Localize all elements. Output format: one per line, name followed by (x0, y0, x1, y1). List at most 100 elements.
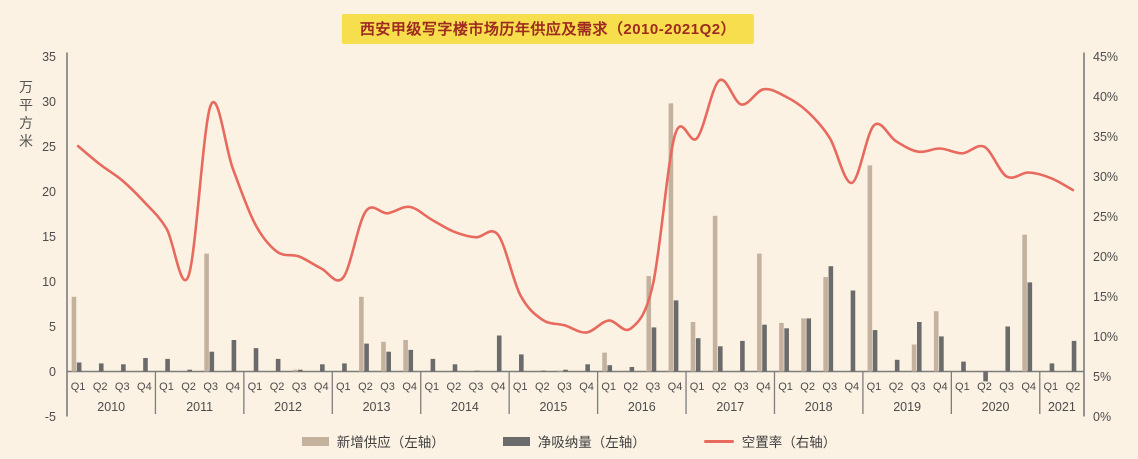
legend-swatch-new-supply (301, 436, 329, 446)
svg-text:Q2: Q2 (93, 381, 108, 393)
supply-bar (779, 322, 784, 372)
absorption-bar (121, 364, 126, 372)
svg-text:Q4: Q4 (225, 381, 240, 393)
svg-text:Q2: Q2 (358, 381, 373, 393)
supply-bar (558, 370, 563, 372)
svg-text:Q3: Q3 (734, 381, 749, 393)
svg-text:Q1: Q1 (513, 381, 528, 393)
svg-text:Q2: Q2 (800, 381, 815, 393)
svg-text:Q3: Q3 (292, 381, 307, 393)
svg-text:Q1: Q1 (159, 381, 174, 393)
svg-text:Q4: Q4 (491, 381, 506, 393)
supply-bar (71, 296, 77, 372)
absorption-bar (585, 364, 590, 372)
svg-text:2014: 2014 (451, 400, 479, 414)
legend-swatch-net-absorption (502, 436, 530, 446)
absorption-bar (629, 367, 635, 372)
svg-text:2019: 2019 (893, 400, 921, 414)
absorption-bar (519, 354, 524, 372)
legend: 新增供应（左轴） 净吸纳量（左轴） 空置率（右轴） (0, 431, 1138, 451)
svg-text:Q3: Q3 (380, 381, 395, 393)
svg-text:0: 0 (49, 365, 56, 379)
supply-bar (381, 341, 386, 372)
absorption-bar (695, 338, 701, 372)
svg-text:2020: 2020 (982, 400, 1010, 414)
svg-text:2012: 2012 (274, 400, 302, 414)
absorption-bar (364, 343, 369, 372)
absorption-bar (607, 365, 613, 372)
svg-text:10%: 10% (1093, 330, 1118, 344)
svg-text:Q4: Q4 (933, 381, 948, 393)
supply-bar (867, 165, 873, 372)
svg-text:35%: 35% (1093, 130, 1118, 144)
svg-text:Q1: Q1 (867, 381, 882, 393)
supply-bar (1022, 234, 1027, 372)
svg-text:Q3: Q3 (469, 381, 484, 393)
legend-item-new-supply: 新增供应（左轴） (301, 431, 445, 451)
supply-bar (292, 369, 298, 372)
vacancy-line (76, 78, 1075, 334)
svg-text:Q2: Q2 (623, 381, 638, 393)
svg-text:Q4: Q4 (668, 381, 683, 393)
absorption-bar (1005, 326, 1011, 372)
legend-item-net-absorption: 净吸纳量（左轴） (502, 431, 646, 451)
supply-bar (359, 296, 364, 372)
absorption-bar (165, 358, 170, 372)
svg-text:-5: -5 (45, 410, 56, 424)
svg-text:35: 35 (42, 50, 56, 64)
supply-bar (933, 311, 939, 372)
svg-text:Q2: Q2 (977, 381, 992, 393)
svg-text:2010: 2010 (97, 400, 125, 414)
absorption-bar (452, 364, 458, 372)
svg-text:2013: 2013 (363, 400, 391, 414)
absorption-bar (1027, 282, 1033, 372)
legend-label-net-absorption: 净吸纳量（左轴） (537, 435, 646, 450)
svg-text:Q2: Q2 (889, 381, 904, 393)
legend-label-new-supply: 新增供应（左轴） (336, 435, 445, 450)
absorption-bar (231, 340, 237, 372)
svg-text:20%: 20% (1093, 250, 1118, 264)
svg-text:Q1: Q1 (601, 381, 616, 393)
absorption-bar (1049, 363, 1055, 372)
absorption-bar (474, 370, 480, 372)
svg-text:Q3: Q3 (115, 381, 130, 393)
svg-text:25: 25 (42, 140, 56, 154)
svg-text:2011: 2011 (186, 400, 213, 414)
supply-bar (757, 253, 762, 372)
svg-text:Q1: Q1 (71, 381, 86, 393)
absorption-bar (98, 363, 104, 372)
absorption-bar (541, 370, 546, 372)
absorption-bar (275, 358, 281, 372)
svg-text:2016: 2016 (628, 400, 656, 414)
svg-text:30: 30 (42, 95, 56, 109)
absorption-bar (386, 351, 391, 372)
svg-text:15%: 15% (1093, 290, 1118, 304)
absorption-bar (1071, 340, 1077, 372)
svg-text:Q2: Q2 (1066, 381, 1081, 393)
absorption-bar (850, 290, 856, 372)
supply-bar (403, 340, 408, 372)
absorption-bar (187, 369, 192, 372)
left-axis-unit-label: 万平方米 (19, 79, 33, 149)
supply-bar (712, 215, 718, 372)
chart-title: 西安甲级写字楼市场历年供应及需求（2010-2021Q2） (341, 14, 755, 44)
svg-text:5: 5 (49, 320, 56, 334)
legend-item-vacancy-rate: 空置率（右轴） (703, 431, 836, 451)
supply-bar (646, 276, 652, 372)
svg-text:25%: 25% (1093, 210, 1118, 224)
absorption-bar (806, 318, 812, 372)
legend-swatch-vacancy-rate (703, 439, 734, 443)
svg-text:Q3: Q3 (557, 381, 572, 393)
svg-text:Q2: Q2 (270, 381, 285, 393)
svg-text:Q1: Q1 (778, 381, 793, 393)
absorption-bar (718, 346, 723, 372)
absorption-bar (828, 266, 834, 372)
absorption-bar (872, 330, 878, 372)
svg-text:Q1: Q1 (424, 381, 439, 393)
svg-text:30%: 30% (1093, 170, 1118, 184)
absorption-bar (673, 300, 679, 372)
supply-bar (690, 322, 696, 372)
svg-text:Q4: Q4 (402, 381, 417, 393)
svg-text:2021: 2021 (1048, 400, 1076, 414)
